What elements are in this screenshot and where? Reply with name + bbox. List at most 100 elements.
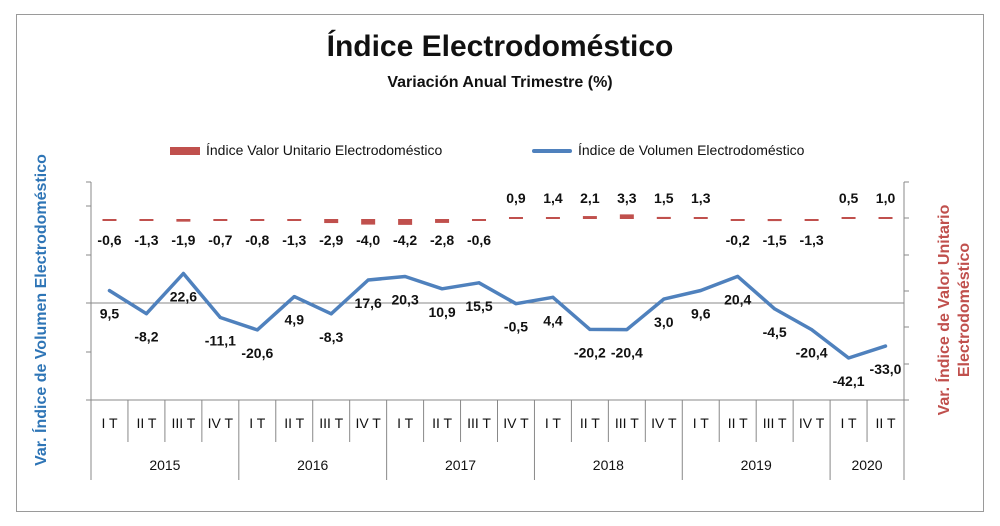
dash-mark [102, 219, 117, 221]
year-label: 2017 [445, 457, 476, 473]
volume-point [255, 328, 259, 332]
volume-point [477, 281, 481, 285]
volume-data-label: -33,0 [870, 361, 902, 377]
x-tick-label: III T [615, 415, 639, 431]
volume-data-label: -0,5 [504, 319, 528, 335]
volume-data-label: 15,5 [465, 298, 492, 314]
volume-point [292, 295, 296, 299]
dash-mark [398, 219, 413, 225]
volume-point [551, 295, 555, 299]
dash-data-label: 0,5 [839, 190, 859, 206]
volume-line [107, 271, 888, 360]
dash-data-label: 1,5 [654, 190, 674, 206]
x-tick-label: II T [284, 415, 304, 431]
dash-data-label: -0,7 [208, 232, 232, 248]
year-label: 2016 [297, 457, 328, 473]
dash-data-label: 1,4 [543, 190, 563, 206]
year-label: 2020 [851, 457, 882, 473]
volume-point [403, 274, 407, 278]
volume-point [847, 356, 851, 360]
dash-data-label: -1,3 [282, 232, 306, 248]
volume-point [218, 315, 222, 319]
x-tick-label: III T [319, 415, 343, 431]
x-tick-label: I T [249, 415, 266, 431]
volume-point [810, 328, 814, 332]
x-tick-label: IV T [208, 415, 234, 431]
volume-point [144, 312, 148, 316]
volume-data-label: -11,1 [205, 332, 236, 348]
dash-mark [693, 217, 708, 219]
volume-point [736, 274, 740, 278]
volume-point [884, 344, 888, 348]
volume-point [588, 327, 592, 331]
x-tick-label: II T [580, 415, 600, 431]
dash-mark [472, 219, 487, 221]
dash-mark [841, 217, 856, 219]
dash-mark [878, 217, 893, 219]
legend-swatch-dash [170, 147, 200, 156]
volume-data-label: 20,4 [724, 291, 751, 307]
chart-frame [16, 14, 984, 512]
dash-data-label: -1,5 [763, 232, 787, 248]
volume-data-label: 10,9 [428, 304, 455, 320]
dash-data-label: -2,8 [430, 232, 454, 248]
volume-data-label: 3,0 [654, 314, 674, 330]
dash-data-label: 0,9 [506, 190, 526, 206]
dash-data-label: -0,6 [97, 232, 121, 248]
dash-data-label: -0,6 [467, 232, 491, 248]
x-tick-label: I T [101, 415, 118, 431]
x-tick-label: I T [693, 415, 710, 431]
dash-mark [213, 219, 228, 221]
legend-item-valor-unitario: Índice Valor Unitario Electrodoméstico [170, 142, 442, 158]
volume-data-label: 17,6 [355, 295, 382, 311]
dash-data-label: 1,0 [876, 190, 896, 206]
volume-data-label: -8,3 [319, 329, 343, 345]
volume-point [625, 328, 629, 332]
dash-data-label: -0,2 [726, 232, 750, 248]
x-tick-label: II T [432, 415, 452, 431]
x-tick-label: II T [728, 415, 748, 431]
x-tick-label: IV T [355, 415, 381, 431]
volume-point [329, 312, 333, 316]
x-tick-label: II T [136, 415, 156, 431]
dash-data-label: -4,2 [393, 232, 417, 248]
dash-data-label: 3,3 [617, 190, 637, 206]
volume-point [366, 278, 370, 282]
dash-mark [804, 219, 819, 221]
volume-point [440, 287, 444, 291]
volume-point [699, 288, 703, 292]
volume-data-label: 20,3 [391, 291, 418, 307]
volume-data-label: -20,6 [241, 345, 273, 361]
dash-mark [508, 217, 523, 219]
x-tick-label: III T [763, 415, 787, 431]
x-tick-label: II T [876, 415, 896, 431]
volume-data-label: 9,5 [100, 306, 120, 322]
dash-mark [250, 219, 265, 221]
volume-data-label: 4,4 [543, 312, 563, 328]
volume-data-label: -20,4 [611, 345, 643, 361]
volume-data-label: -42,1 [833, 373, 865, 389]
dash-mark [361, 219, 376, 225]
chart-subtitle: Variación Anual Trimestre (%) [387, 74, 613, 91]
volume-point [773, 307, 777, 311]
dash-mark [176, 219, 191, 222]
volume-data-label: -20,2 [574, 344, 606, 360]
dash-data-label: -2,9 [319, 232, 343, 248]
volume-data-label: -8,2 [134, 329, 158, 345]
volume-data-label: -20,4 [796, 345, 828, 361]
year-label: 2015 [149, 457, 180, 473]
dash-mark [730, 219, 745, 221]
x-tick-label: III T [171, 415, 195, 431]
legend-label-valor-unitario: Índice Valor Unitario Electrodoméstico [206, 142, 443, 158]
dash-data-label: 2,1 [580, 190, 600, 206]
dash-mark [287, 219, 302, 221]
dash-mark [324, 219, 339, 224]
dash-mark [435, 219, 450, 223]
dash-mark [545, 217, 560, 219]
volume-point [107, 289, 111, 293]
x-tick-label: IV T [799, 415, 825, 431]
volume-data-label: 4,9 [285, 312, 305, 328]
volume-point [181, 271, 185, 275]
dash-data-label: -1,3 [800, 232, 824, 248]
